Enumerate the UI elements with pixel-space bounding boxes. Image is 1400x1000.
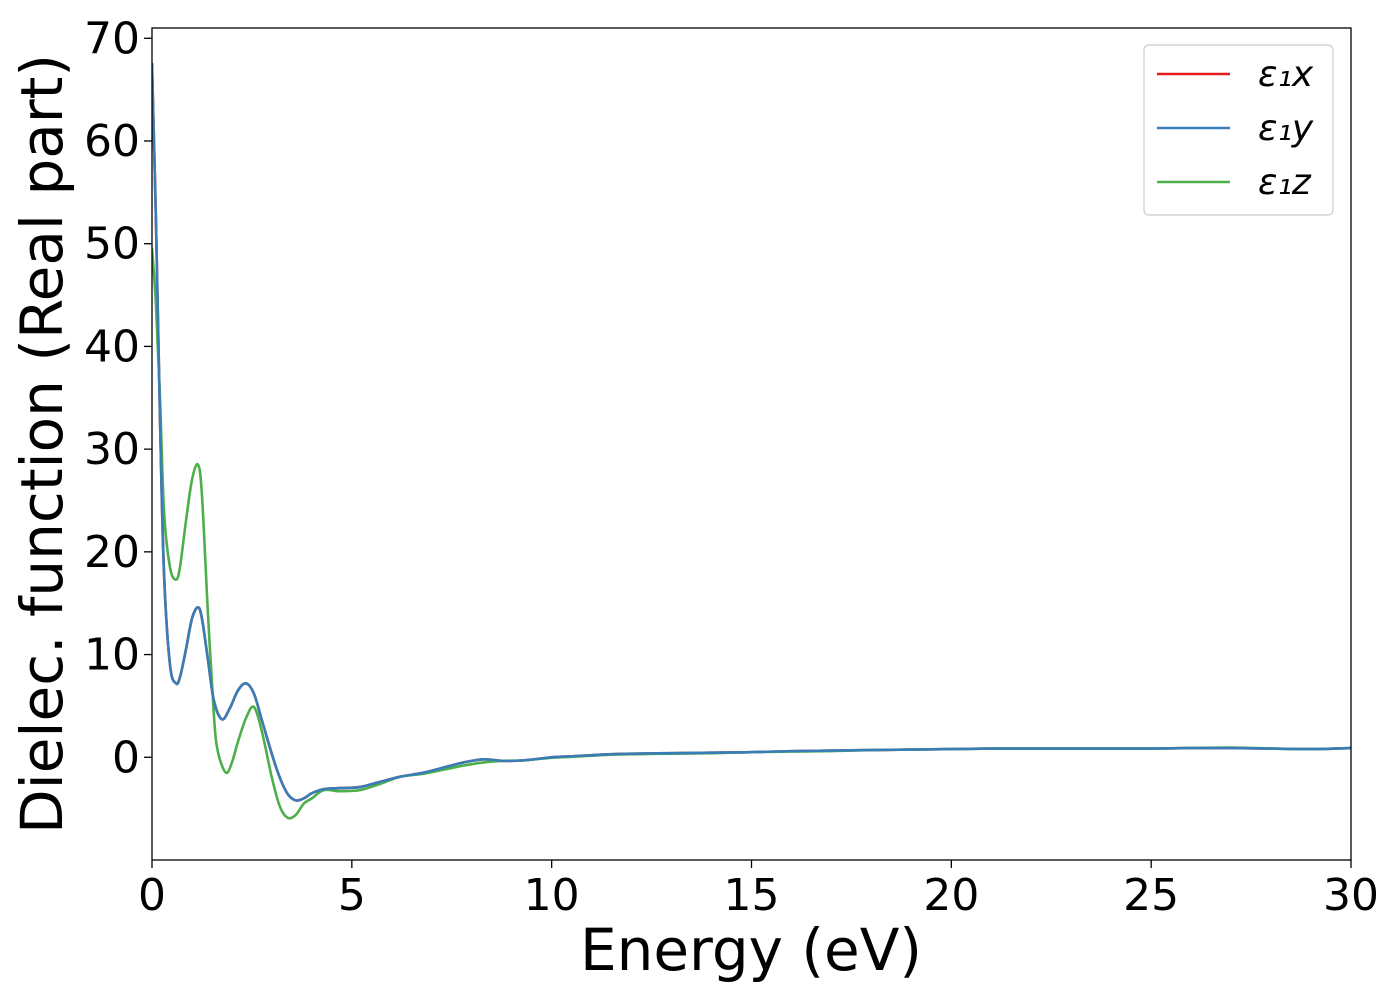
x-tick-label: 30	[1323, 870, 1379, 921]
x-axis-ticks: 0 5 10 15 20 25 30	[138, 860, 1379, 921]
series-line-y	[152, 62, 1351, 802]
y-tick-label: 60	[84, 116, 140, 167]
legend-label-y: ε₁y	[1258, 108, 1314, 149]
y-tick-label: 30	[84, 424, 140, 475]
x-tick-label: 15	[724, 870, 780, 921]
series-group	[152, 62, 1351, 820]
legend-label-z: ε₁z	[1258, 162, 1312, 203]
y-axis-ticks: 0 10 20 30 40 50 60 70	[84, 13, 152, 783]
x-tick-label: 0	[138, 870, 166, 921]
x-axis-label: Energy (eV)	[580, 916, 922, 984]
y-axis-label: Dielec. function (Real part)	[8, 54, 76, 834]
y-tick-label: 50	[84, 219, 140, 270]
legend-label-x: ε₁x	[1258, 54, 1314, 95]
x-tick-label: 5	[338, 870, 366, 921]
y-tick-label: 20	[84, 527, 140, 578]
x-tick-label: 10	[524, 870, 580, 921]
legend-box	[1143, 44, 1334, 216]
y-tick-label: 40	[84, 321, 140, 372]
legend: ε₁x ε₁y ε₁z	[1143, 44, 1334, 216]
x-tick-label: 20	[923, 870, 979, 921]
y-tick-label: 70	[84, 13, 140, 64]
y-tick-label: 10	[84, 630, 140, 681]
y-tick-label: 0	[112, 732, 140, 783]
x-tick-label: 25	[1123, 870, 1179, 921]
